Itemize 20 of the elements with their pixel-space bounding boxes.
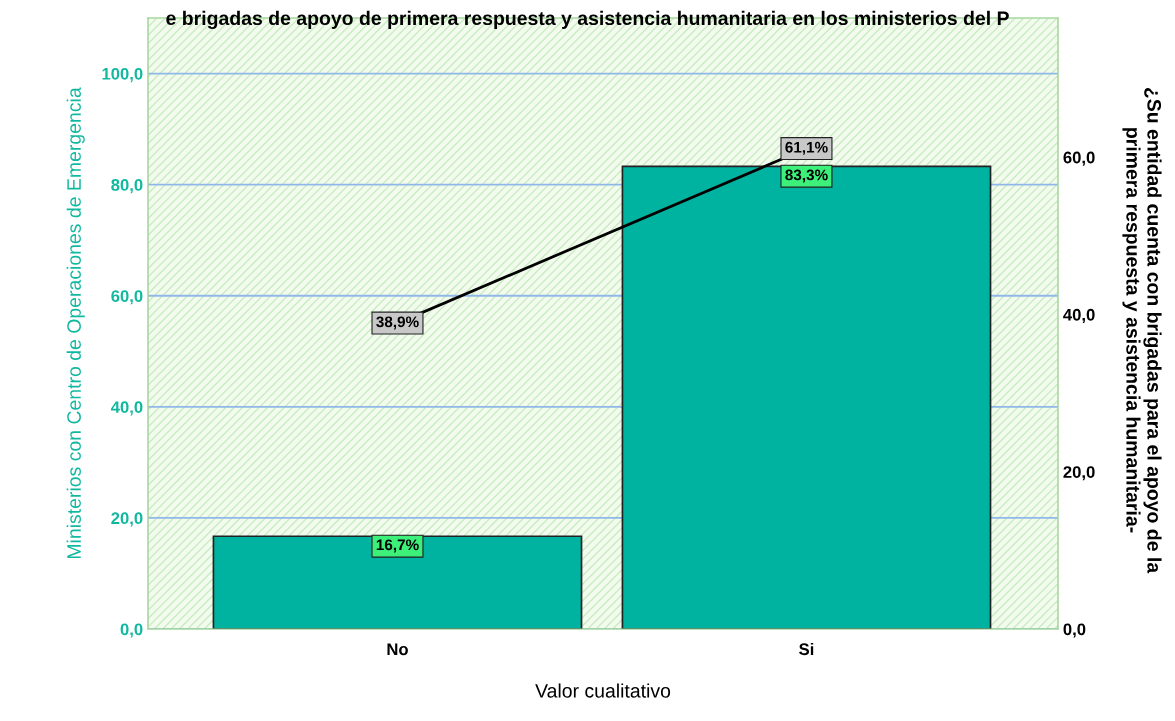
y-tick-label: 100,0 (102, 67, 143, 83)
y2-tick-label: 40,0 (1063, 308, 1095, 324)
data-label: 61,1% (785, 141, 828, 155)
y2-axis-title: ¿Su entidad cuenta con brigadas para el apoyo de la primera respuesta y asistencia humanitaria- (1122, 87, 1162, 574)
chart-title: e brigadas de apoyo de primera respuesta y asistencia humanitaria en los ministerios del P (166, 10, 1009, 30)
y-axis-title: Ministerios con Centro de Operaciones de Emergencia (66, 87, 85, 559)
y2-tick-label: 60,0 (1063, 151, 1095, 166)
data-label: 38,9% (376, 316, 419, 330)
data-label: 16,7% (376, 539, 419, 553)
y-tick-label: 20,0 (111, 512, 143, 527)
x-tick-label: Si (799, 642, 814, 656)
y2-tick-label: 0,0 (1063, 623, 1086, 638)
y-tick-label: 40,0 (110, 401, 143, 416)
data-label: 83,3% (785, 169, 828, 183)
y-tick-label: 0,0 (120, 623, 143, 638)
x-axis-title: Valor cualitativo (535, 683, 671, 698)
x-tick-label: No (387, 643, 408, 656)
y2-tick-label: 20,0 (1063, 466, 1095, 481)
y-tick-label: 60,0 (111, 290, 143, 305)
y-tick-label: 80,0 (111, 179, 143, 194)
